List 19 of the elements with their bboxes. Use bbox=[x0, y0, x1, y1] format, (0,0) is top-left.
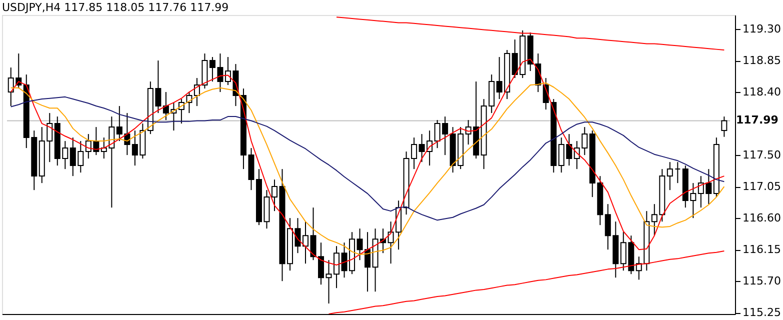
candlestick bbox=[666, 162, 673, 191]
y-tick-label: 119.30 bbox=[742, 22, 781, 36]
y-tick-label: 116.15 bbox=[742, 243, 781, 256]
y-tick-label: 117.50 bbox=[742, 148, 781, 162]
candlestick bbox=[310, 207, 316, 261]
candlestick bbox=[721, 116, 728, 138]
line-series bbox=[10, 96, 725, 221]
ref-line-label: 117.99 bbox=[736, 114, 778, 127]
candlestick bbox=[674, 162, 681, 184]
y-tick-label: 116.60 bbox=[742, 212, 781, 225]
y-tick-label: 115.70 bbox=[742, 274, 781, 288]
y-tick-label: 118.85 bbox=[742, 54, 781, 68]
candlestick bbox=[318, 242, 324, 286]
y-tick-label: 117.05 bbox=[742, 180, 781, 194]
line-series bbox=[328, 250, 725, 314]
line-series bbox=[336, 16, 725, 51]
y-tick-label: 115.25 bbox=[742, 306, 781, 320]
y-tick-label: 118.40 bbox=[742, 86, 781, 99]
chart-title: USDJPY,H4 117.85 118.05 117.76 117.99 bbox=[2, 1, 229, 14]
